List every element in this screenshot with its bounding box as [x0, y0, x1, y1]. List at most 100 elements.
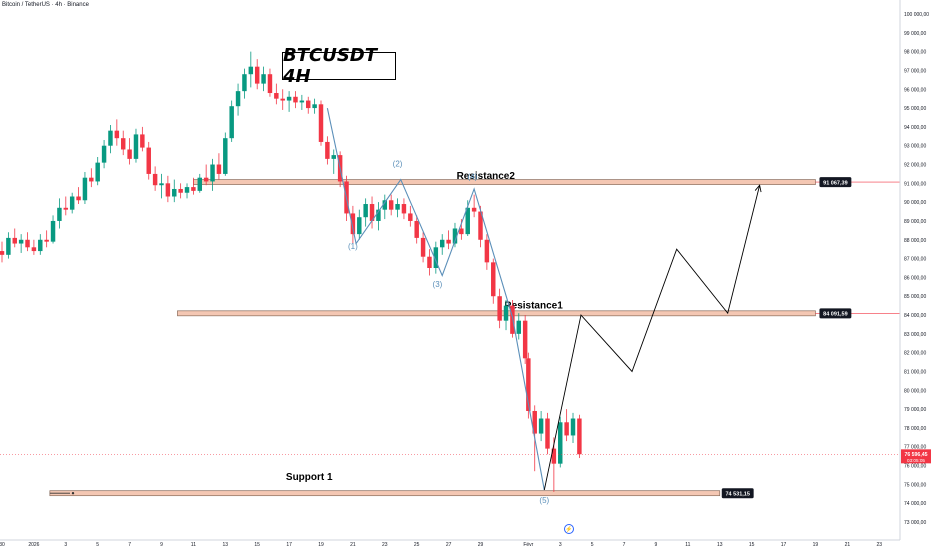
time-tick-label: 21 [845, 542, 851, 548]
candle-body [350, 213, 356, 235]
candle-body [248, 66, 254, 75]
wave-label: (1) [348, 242, 358, 251]
candle [491, 258, 496, 304]
candle-body [267, 74, 273, 94]
candle [69, 192, 75, 214]
candle-body [159, 183, 164, 186]
candle-body [146, 147, 151, 174]
candle-body [223, 138, 228, 174]
time-tick-label: 11 [191, 542, 196, 548]
candle-body [76, 196, 81, 201]
candle-body [577, 418, 582, 455]
candle-body [69, 196, 75, 210]
candle [274, 83, 279, 105]
candle [497, 288, 502, 329]
candle [545, 412, 550, 455]
candle [369, 196, 375, 229]
candle [57, 198, 62, 229]
last-price-value: 76 596,45 [904, 452, 927, 458]
candle-body [570, 418, 576, 436]
time-tick-label: 25 [414, 542, 420, 548]
candle-body [306, 100, 311, 109]
candle [76, 187, 81, 205]
candle-body [331, 155, 336, 159]
candle-body [216, 164, 222, 174]
candle [433, 241, 439, 274]
price-tick-label: 93 000,00 [904, 144, 926, 150]
price-tick-label: 83 000,00 [904, 332, 926, 338]
candle [331, 149, 336, 174]
candle [31, 239, 37, 255]
time-tick-label: 2026 [28, 542, 39, 548]
time-tick-label: 30 [0, 542, 5, 548]
candle-body [312, 104, 317, 109]
price-tick-label: 92 000,00 [904, 163, 926, 169]
candle [280, 89, 285, 110]
price-tick-label: 81 000,00 [904, 369, 926, 375]
candle [44, 230, 49, 248]
level-zone [177, 310, 816, 317]
level-price-text: 74 531,15 [725, 491, 749, 497]
candle [558, 416, 563, 468]
candle-body [101, 145, 107, 163]
candle [203, 164, 209, 186]
time-tick-label: Févr [523, 542, 533, 548]
wave-label: (2) [393, 159, 403, 168]
candle-body [420, 237, 426, 257]
level-price-text: 84 091,59 [823, 312, 847, 318]
candle [376, 202, 381, 231]
candle [414, 215, 419, 244]
candle [210, 158, 215, 191]
candle-body [299, 100, 305, 103]
candle [95, 156, 100, 186]
candle [101, 140, 107, 169]
candle [446, 230, 451, 250]
level-price-text: 91 067,39 [823, 180, 847, 186]
level-name-label: Resistance2 [457, 171, 516, 182]
time-tick-label: 7 [128, 542, 131, 548]
candle-body [165, 183, 171, 197]
candle [522, 315, 528, 364]
candle [63, 196, 69, 216]
wave-label: (4) [468, 173, 478, 182]
level-price-badge [721, 488, 754, 499]
candle [484, 234, 490, 270]
candle-body [235, 91, 241, 107]
price-tick-label: 98 000,00 [904, 50, 926, 56]
candle-body [357, 217, 362, 235]
candle [120, 130, 126, 156]
candle-body [427, 256, 432, 268]
candle-body [439, 239, 445, 248]
drawings: (1) (2) (3) (4) (5) [0, 107, 900, 505]
candle-body [89, 177, 94, 182]
candle [184, 183, 190, 199]
candle-body [325, 141, 330, 159]
candle-body [197, 177, 203, 191]
tradingview-logo-icon[interactable]: ⚡ [564, 524, 574, 534]
candle [114, 119, 120, 146]
candle-body [401, 204, 407, 214]
candle [395, 198, 400, 218]
price-tick-label: 76 000,00 [904, 464, 926, 470]
candle-body [369, 204, 375, 221]
candle [242, 68, 247, 99]
last-price-badge [901, 449, 931, 464]
candle-body [38, 239, 43, 252]
candle-body [382, 200, 388, 210]
candle [382, 194, 388, 220]
candle [248, 51, 254, 88]
candle-body [452, 228, 458, 244]
time-tick-label: 13 [223, 542, 229, 548]
price-tick-label: 74 000,00 [904, 501, 926, 507]
candle-body [318, 104, 324, 142]
candle-body [242, 74, 247, 92]
candle-body [522, 320, 528, 359]
elliott-wave-path [326, 107, 545, 491]
time-tick-label: 15 [254, 542, 260, 548]
candle [318, 100, 324, 146]
price-axis[interactable]: 73 000,00 74 000,00 75 000,00 76 000,00 77 0… [899, 0, 931, 540]
time-axis[interactable]: 30 2026 3 5 7 9 11 13 15 17 19 21 23 25 27 29 Févr 3 5 7 9 11… [0, 539, 900, 548]
candle-body [203, 177, 209, 182]
